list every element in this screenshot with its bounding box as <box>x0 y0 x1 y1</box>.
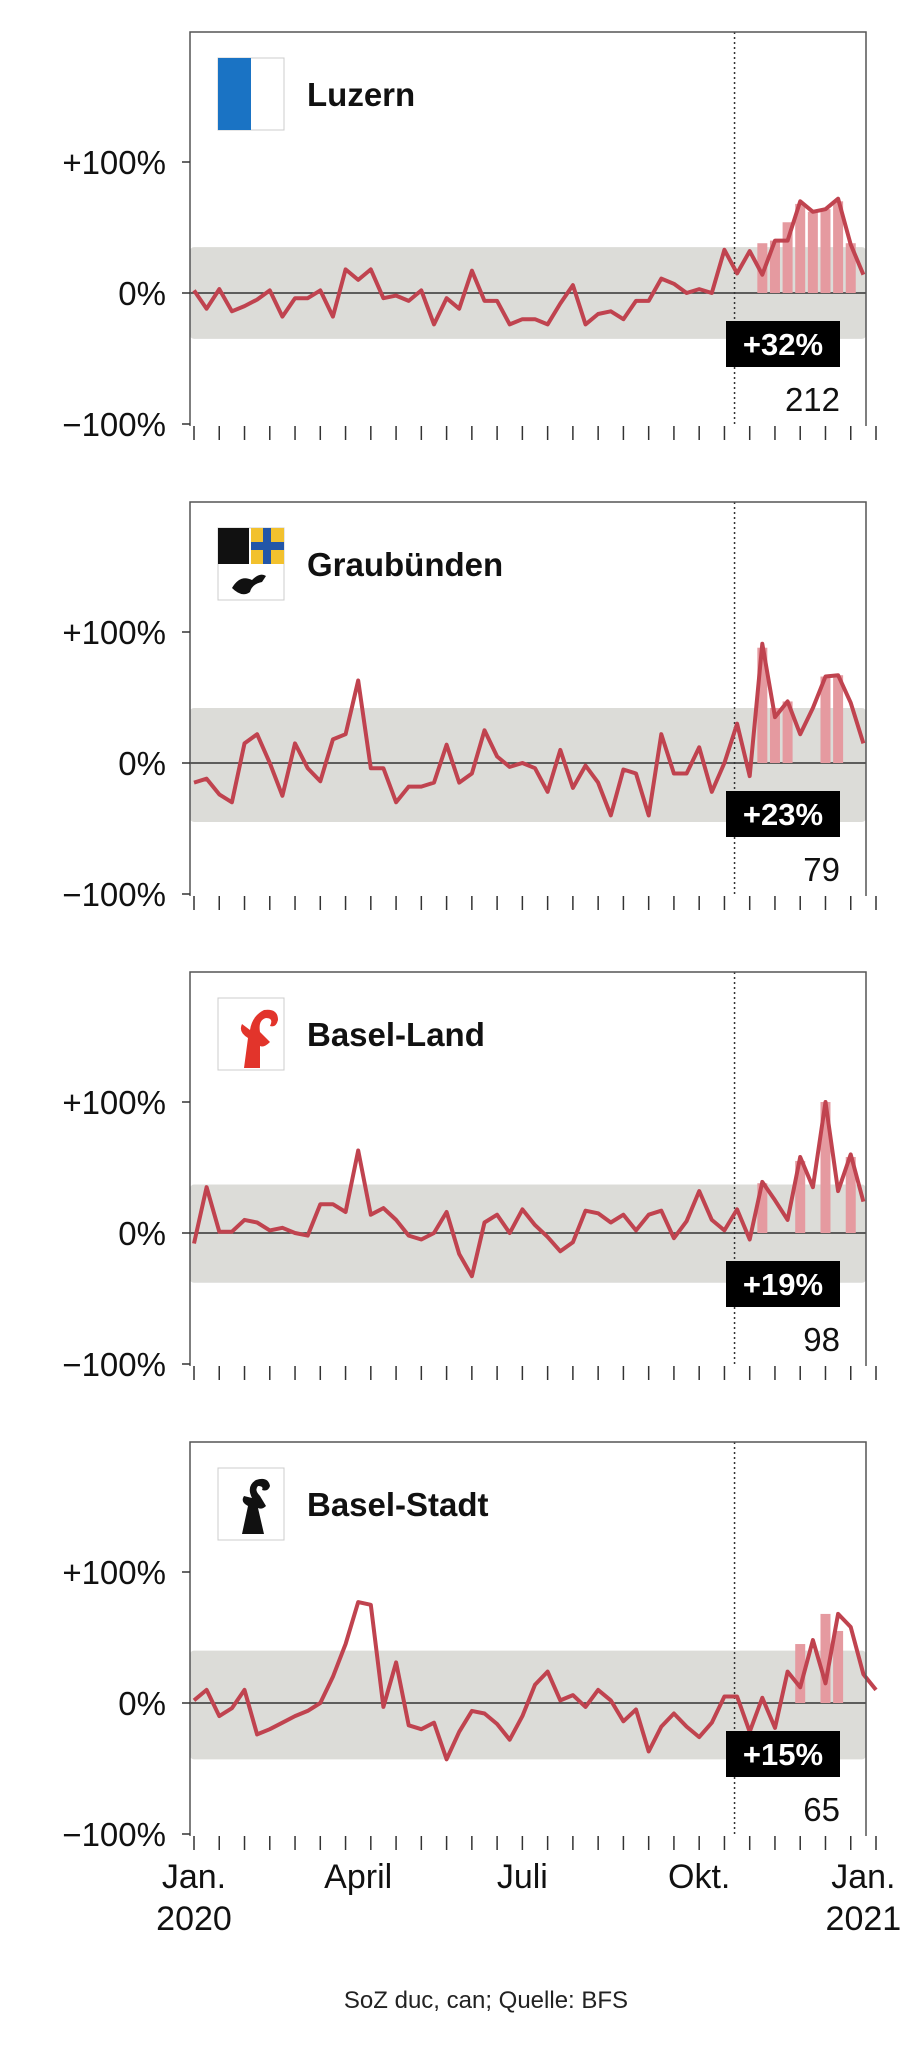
excess-bar <box>795 1160 806 1233</box>
y-tick-label: −100% <box>62 406 166 443</box>
mortality-line <box>192 1600 878 1762</box>
x-tick-label: Okt. <box>668 1858 730 1896</box>
excess-bar <box>782 222 793 293</box>
source-note: SoZ duc, can; Quelle: BFS <box>344 1987 628 2014</box>
excess-bar <box>782 701 793 763</box>
x-tick-label: Jan. <box>162 1858 226 1896</box>
x-tick-label: Jan. <box>831 1858 895 1896</box>
excess-bar <box>807 211 818 293</box>
excess-badge <box>726 1731 840 1777</box>
luzern-flag-icon <box>217 57 285 131</box>
excess-bar <box>769 240 780 293</box>
panel-title: Basel-Land <box>307 1016 485 1053</box>
panel-title: Basel-Stadt <box>307 1486 489 1523</box>
basel-land-flag-icon <box>217 997 285 1071</box>
panel-frame <box>189 31 867 426</box>
excess-bar <box>795 203 806 293</box>
excess-badge-text: +32% <box>743 327 823 362</box>
y-tick-label: 0% <box>118 275 166 312</box>
y-tick-label: +100% <box>62 1084 166 1121</box>
panel-basel-land: +100% 0% −100% Basel-Land +19% 98 <box>62 971 877 1383</box>
excess-bar <box>833 1630 844 1703</box>
excess-bar <box>769 707 780 763</box>
excess-bar <box>757 243 768 293</box>
panel-luzern: +100% 0% −100% Luzern +32% 212 <box>62 31 877 443</box>
panel-frame <box>189 971 867 1366</box>
excess-bar <box>833 675 844 763</box>
excess-badge-text: +23% <box>743 797 823 832</box>
excess-bar <box>757 1183 768 1233</box>
excess-badge <box>726 321 840 367</box>
panel-title: Luzern <box>307 76 415 113</box>
mortality-line <box>192 1100 866 1279</box>
x-tick-label: Juli <box>497 1858 548 1896</box>
basel-stadt-flag-icon <box>217 1467 285 1541</box>
y-tick-label: +100% <box>62 144 166 181</box>
excess-bar <box>820 676 831 763</box>
x-tick-label: 2021 <box>826 1900 902 1938</box>
excess-bar <box>795 1644 806 1703</box>
excess-bar <box>757 647 768 763</box>
y-tick-label: +100% <box>62 1554 166 1591</box>
excess-bar <box>820 209 831 293</box>
panel-basel-stadt: +100% 0% −100% Basel-Stadt +15% 65 <box>62 1441 878 1853</box>
y-tick-label: −100% <box>62 1346 166 1383</box>
mortality-line <box>193 641 866 818</box>
panel-title: Graubünden <box>307 546 503 583</box>
y-tick-label: 0% <box>118 745 166 782</box>
excess-badge-text: +15% <box>743 1737 823 1772</box>
y-tick-label: +100% <box>62 614 166 651</box>
excess-badge-text: +19% <box>743 1267 823 1302</box>
y-tick-label: 0% <box>118 1685 166 1722</box>
excess-bar <box>845 243 856 293</box>
excess-bar <box>833 201 844 293</box>
excess-badge <box>726 791 840 837</box>
mortality-line <box>192 196 866 327</box>
excess-badge <box>726 1261 840 1307</box>
excess-count: 79 <box>803 851 840 888</box>
excess-count: 65 <box>803 1791 840 1828</box>
excess-count: 212 <box>785 381 840 418</box>
graubuenden-flag-icon <box>217 527 285 601</box>
excess-bar <box>845 1157 856 1233</box>
panel-frame <box>189 501 867 896</box>
y-tick-label: 0% <box>118 1215 166 1252</box>
excess-bar <box>820 1102 831 1233</box>
panel-frame <box>189 1441 867 1836</box>
excess-bar <box>820 1613 831 1703</box>
excess-count: 98 <box>803 1321 840 1358</box>
x-tick-label: 2020 <box>156 1900 232 1938</box>
y-tick-label: −100% <box>62 1816 166 1853</box>
y-tick-label: −100% <box>62 876 166 913</box>
panel-graub-nden: +100% 0% −100% Graubünden +23% 79 <box>62 501 877 913</box>
x-tick-label: April <box>324 1858 392 1896</box>
